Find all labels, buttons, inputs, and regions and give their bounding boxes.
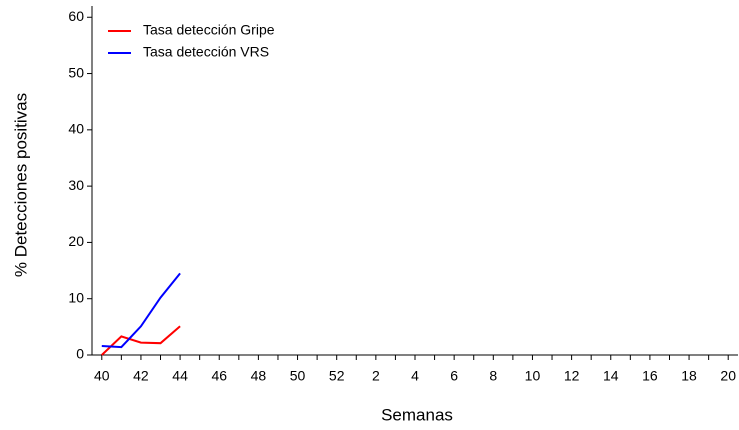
y-tick-label: 20 xyxy=(68,233,84,249)
x-tick-label: 18 xyxy=(681,368,697,384)
x-tick-label: 42 xyxy=(133,368,149,384)
x-tick-label: 46 xyxy=(211,368,227,384)
x-tick-label: 12 xyxy=(564,368,580,384)
y-tick-label: 60 xyxy=(68,8,84,24)
y-axis-label: % Detecciones positivas xyxy=(11,93,30,277)
y-tick-label: 10 xyxy=(68,289,84,305)
x-tick-label: 2 xyxy=(372,368,380,384)
x-axis-label: Semanas xyxy=(381,405,453,424)
y-tick-label: 50 xyxy=(68,64,84,80)
x-tick-label: 6 xyxy=(450,368,458,384)
x-tick-label: 52 xyxy=(329,368,345,384)
y-tick-label: 30 xyxy=(68,177,84,193)
x-tick-label: 20 xyxy=(720,368,736,384)
x-tick-label: 50 xyxy=(290,368,306,384)
legend-label: Tasa detección Gripe xyxy=(143,22,275,38)
x-tick-label: 10 xyxy=(525,368,541,384)
series-line xyxy=(101,272,181,349)
x-tick-label: 8 xyxy=(489,368,497,384)
x-tick-label: 16 xyxy=(642,368,658,384)
x-tick-label: 44 xyxy=(172,368,188,384)
y-tick-label: 40 xyxy=(68,121,84,137)
legend-label: Tasa detección VRS xyxy=(143,44,269,60)
x-tick-label: 14 xyxy=(603,368,619,384)
x-tick-label: 4 xyxy=(411,368,419,384)
x-tick-label: 48 xyxy=(251,368,267,384)
series-line xyxy=(101,325,181,356)
x-tick-label: 40 xyxy=(94,368,110,384)
y-tick-label: 0 xyxy=(76,346,84,362)
